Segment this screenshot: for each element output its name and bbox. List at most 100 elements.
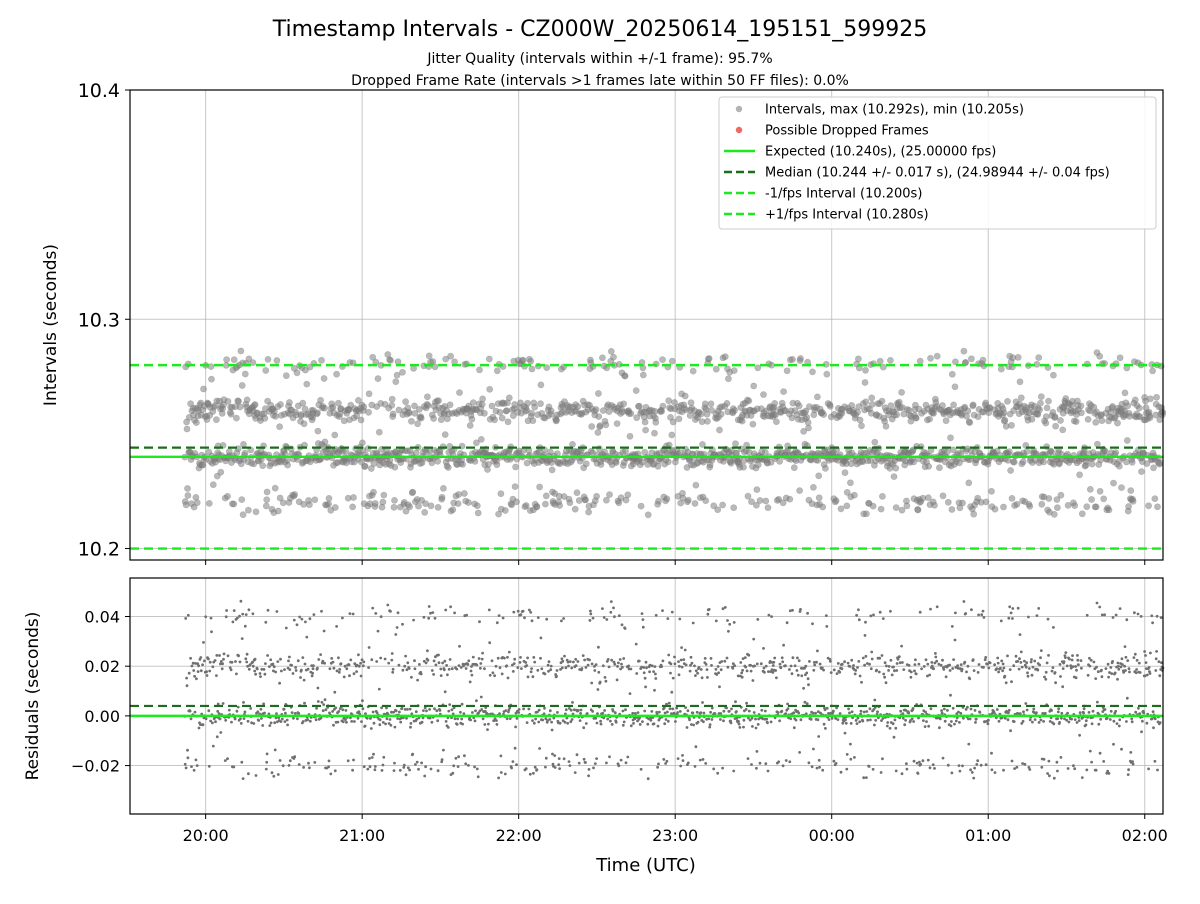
interval-point bbox=[593, 492, 600, 500]
residual-point bbox=[804, 664, 808, 668]
interval-point bbox=[1150, 464, 1157, 472]
residual-point bbox=[355, 670, 358, 673]
residual-point bbox=[528, 772, 532, 776]
residual-point bbox=[449, 605, 452, 609]
interval-point bbox=[224, 492, 231, 500]
residual-point bbox=[615, 678, 619, 682]
residual-point bbox=[666, 719, 670, 723]
interval-point bbox=[447, 352, 454, 360]
residual-point bbox=[716, 665, 720, 668]
interval-point bbox=[259, 462, 267, 470]
residual-point bbox=[766, 769, 770, 773]
residual-point bbox=[551, 762, 555, 766]
interval-point bbox=[597, 461, 605, 468]
interval-point bbox=[814, 393, 821, 401]
residual-point bbox=[517, 708, 521, 711]
residual-point bbox=[196, 670, 200, 673]
interval-point bbox=[464, 499, 472, 506]
interval-point bbox=[1129, 497, 1137, 505]
residual-point bbox=[455, 667, 459, 671]
residual-point bbox=[1047, 759, 1051, 763]
residual-point bbox=[648, 663, 652, 667]
residual-point bbox=[968, 677, 972, 681]
residual-point bbox=[1009, 611, 1013, 615]
interval-point bbox=[1123, 437, 1131, 444]
residual-point bbox=[841, 721, 845, 725]
residual-point bbox=[190, 664, 194, 668]
residual-point bbox=[740, 675, 744, 679]
interval-point bbox=[810, 483, 817, 491]
residual-point bbox=[822, 668, 825, 672]
residual-point bbox=[284, 711, 287, 715]
residual-point bbox=[622, 720, 626, 724]
residual-point bbox=[304, 620, 307, 624]
residual-point bbox=[686, 709, 690, 713]
residual-point bbox=[893, 669, 896, 673]
interval-point bbox=[892, 464, 900, 472]
residual-point bbox=[612, 660, 616, 664]
residual-point bbox=[641, 720, 644, 723]
residual-point bbox=[829, 671, 833, 674]
residual-point bbox=[617, 661, 620, 665]
residual-point bbox=[874, 718, 878, 722]
residual-point bbox=[678, 617, 682, 621]
residual-point bbox=[1080, 666, 1083, 670]
residual-point bbox=[675, 706, 679, 710]
bottom-xtick-label: 01:00 bbox=[965, 826, 1011, 845]
residual-point bbox=[296, 717, 299, 721]
interval-point bbox=[184, 485, 191, 492]
residual-point bbox=[653, 665, 657, 668]
residual-point bbox=[1098, 605, 1102, 609]
interval-point bbox=[513, 498, 520, 506]
residual-point bbox=[1058, 663, 1062, 666]
residual-point bbox=[680, 646, 683, 649]
residual-point bbox=[548, 718, 552, 721]
residual-point bbox=[780, 656, 784, 660]
residual-point bbox=[386, 603, 390, 607]
residual-point bbox=[729, 721, 733, 725]
residual-point bbox=[337, 670, 341, 674]
residual-point bbox=[453, 717, 457, 721]
residual-point bbox=[952, 658, 955, 661]
residual-point bbox=[638, 723, 642, 726]
residual-point bbox=[707, 608, 711, 611]
residual-point bbox=[941, 658, 944, 662]
interval-point bbox=[1098, 417, 1106, 425]
residual-point bbox=[628, 692, 632, 695]
residual-point bbox=[722, 719, 725, 723]
residual-point bbox=[323, 661, 326, 665]
interval-point bbox=[800, 427, 807, 435]
residual-point bbox=[468, 680, 472, 684]
residual-point bbox=[203, 659, 206, 663]
bottom-xtick-label: 02:00 bbox=[1122, 826, 1168, 845]
residual-point bbox=[263, 711, 266, 715]
legend-marker bbox=[735, 105, 743, 113]
residual-point bbox=[618, 658, 622, 661]
residual-point bbox=[747, 709, 751, 713]
residual-point bbox=[245, 660, 249, 664]
residual-point bbox=[488, 673, 492, 677]
residual-point bbox=[390, 710, 393, 714]
interval-point bbox=[279, 499, 287, 507]
interval-point bbox=[607, 347, 615, 355]
interval-point bbox=[760, 391, 767, 398]
residual-point bbox=[365, 716, 369, 720]
residual-point bbox=[743, 656, 747, 659]
residual-point bbox=[943, 719, 947, 723]
residual-point bbox=[620, 662, 623, 666]
residual-point bbox=[1052, 722, 1056, 726]
interval-point bbox=[274, 507, 282, 515]
residual-point bbox=[232, 609, 236, 612]
residual-point bbox=[401, 668, 405, 672]
residual-point bbox=[595, 721, 599, 725]
residual-point bbox=[1023, 659, 1026, 663]
interval-point bbox=[1088, 460, 1096, 468]
residual-point bbox=[708, 723, 712, 726]
residual-point bbox=[601, 664, 605, 668]
residual-point bbox=[1138, 671, 1142, 674]
interval-point bbox=[663, 495, 671, 503]
residual-point bbox=[666, 710, 669, 714]
residual-point bbox=[765, 717, 769, 721]
interval-point bbox=[320, 375, 328, 382]
